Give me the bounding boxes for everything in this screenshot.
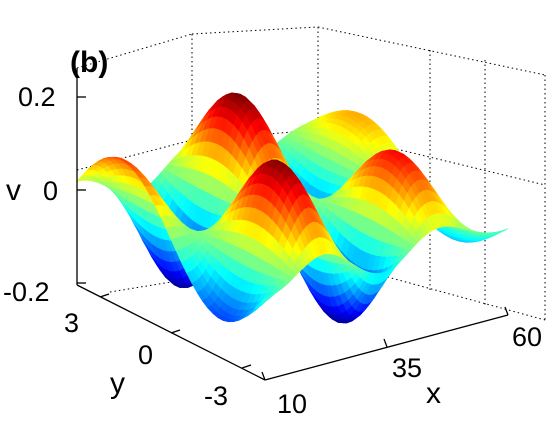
y-axis-label: y [110,367,125,400]
y-tick-label: -3 [204,381,228,411]
surface-patch [259,296,269,304]
y-tick-mark [241,364,252,369]
x-axis-line [264,314,509,381]
x-tick-mark [261,371,266,381]
x-tick-label: 60 [512,322,542,352]
box-edge [76,33,193,69]
x-tick-label: 10 [277,389,307,419]
box-edge [317,257,546,321]
x-tick-mark [383,338,388,348]
x-tick-mark [504,306,509,316]
y-tick-label: 3 [64,308,79,338]
y-tick-label: 0 [138,340,153,370]
panel-label: (b) [70,46,108,79]
surface [76,92,509,324]
grid-line [317,129,546,186]
x-tick-label: 35 [392,353,422,383]
z-tick-label: -0.2 [3,277,50,307]
y-tick-mark [99,293,110,298]
x-axis-label: x [426,377,441,410]
y-tick-mark [170,329,181,334]
box-edge [191,26,319,35]
front-axes [76,68,509,381]
z-tick-label: 0.2 [18,82,56,112]
box-edge [317,26,546,76]
z-axis-label: v [6,174,21,207]
z-tick-label: 0 [43,176,58,206]
grid-line [76,139,193,171]
